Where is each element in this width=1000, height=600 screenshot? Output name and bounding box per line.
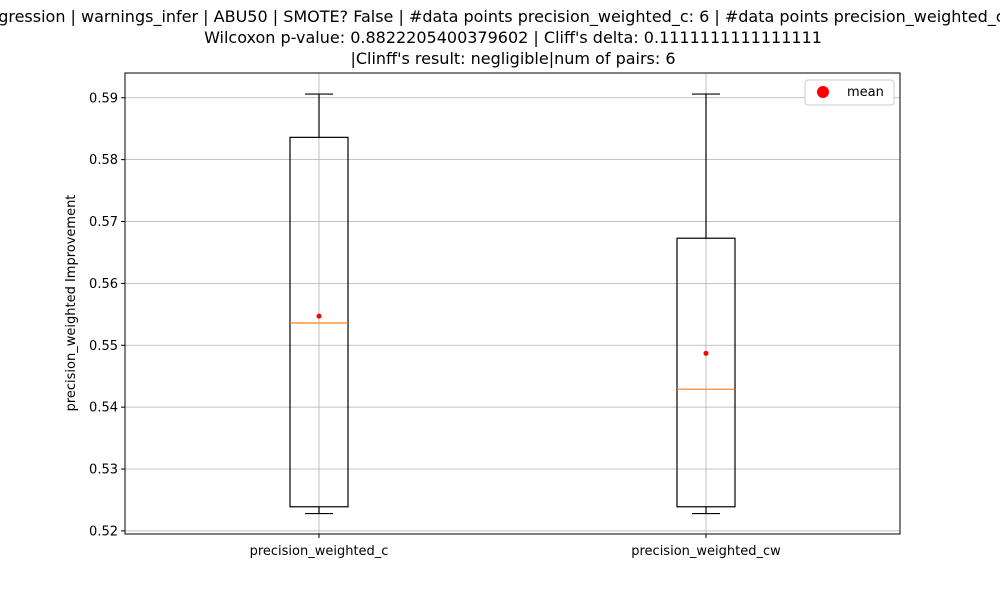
- y-axis: 0.52 0.53 0.54 0.55 0.56 0.57 0.58 0.59: [89, 91, 125, 539]
- y-tick-label-0: 0.52: [89, 524, 118, 539]
- y-tick-label-2: 0.54: [89, 401, 118, 416]
- legend-frame: [804, 79, 895, 106]
- y-tick-label-1: 0.53: [89, 463, 118, 478]
- x-tick-label-0: precision_weighted_c: [250, 544, 389, 559]
- box-0: [289, 93, 349, 515]
- y-tick-label-6: 0.58: [89, 153, 118, 168]
- box-1: [676, 93, 736, 515]
- chart-title: ticregression | warnings_infer | ABU50 |…: [0, 7, 1000, 68]
- title-line-2: Wilcoxon p-value: 0.8822205400379602 | C…: [204, 28, 822, 47]
- y-tick-label-7: 0.59: [89, 91, 118, 106]
- title-line-3: |Clinff's result: negligible|num of pair…: [350, 49, 675, 68]
- legend-mean-marker: [817, 86, 829, 98]
- x-axis: precision_weighted_c precision_weighted_c…: [250, 534, 781, 559]
- iqr-box-1: [676, 237, 736, 508]
- boxes-layer: [289, 93, 736, 515]
- plot-area-frame: [124, 72, 901, 535]
- y-axis-label: precision_weighted Improvement: [64, 195, 79, 412]
- iqr-box-0: [289, 136, 349, 508]
- legend: mean: [804, 79, 895, 106]
- mean-marker-1: [703, 350, 709, 356]
- mean-marker-0: [316, 313, 322, 319]
- y-tick-label-3: 0.55: [89, 339, 118, 354]
- x-tick-label-1: precision_weighted_cw: [631, 544, 781, 559]
- y-tick-label-5: 0.57: [89, 215, 118, 230]
- y-tick-label-4: 0.56: [89, 277, 118, 292]
- title-line-1: ticregression | warnings_infer | ABU50 |…: [0, 7, 1000, 27]
- grid-lines: [125, 73, 900, 534]
- legend-mean-label: mean: [847, 85, 884, 100]
